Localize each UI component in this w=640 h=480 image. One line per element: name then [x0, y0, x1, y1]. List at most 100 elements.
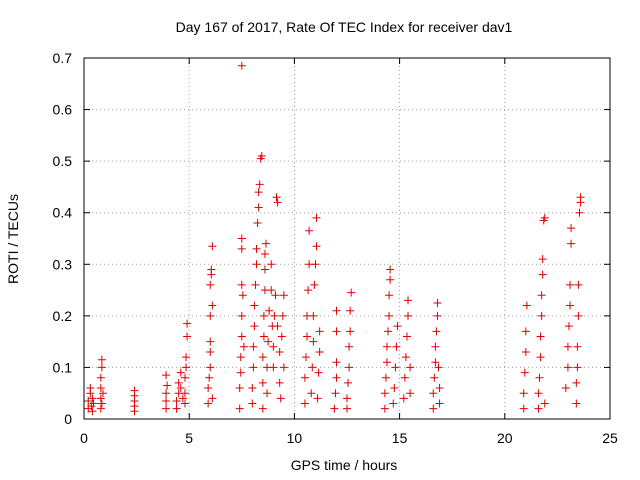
data-point — [261, 239, 270, 248]
data-point — [431, 342, 440, 351]
data-point — [314, 368, 323, 377]
data-point — [563, 342, 572, 351]
data-point — [253, 219, 262, 228]
data-point — [540, 399, 549, 408]
data-point — [400, 373, 409, 382]
x-tick-label: 0 — [80, 430, 88, 446]
data-point — [237, 311, 246, 320]
data-point — [404, 311, 413, 320]
data-point — [331, 389, 340, 398]
data-point — [183, 319, 192, 328]
data-point — [538, 270, 547, 279]
data-point — [180, 373, 189, 382]
data-point — [574, 311, 583, 320]
data-point — [248, 399, 257, 408]
data-point — [537, 291, 546, 300]
data-point — [237, 61, 246, 70]
data-point — [345, 363, 354, 372]
data-point — [278, 311, 287, 320]
data-point — [273, 198, 282, 207]
data-point — [259, 332, 268, 341]
data-point — [522, 301, 531, 310]
data-point — [252, 244, 261, 253]
data-point — [236, 353, 245, 362]
data-point — [254, 203, 263, 212]
data-point — [566, 301, 575, 310]
data-point — [98, 389, 107, 398]
x-axis-title: GPS time / hours — [291, 457, 398, 473]
data-point — [237, 280, 246, 289]
y-axis-title: ROTI / TECUs — [5, 194, 21, 284]
data-point — [265, 306, 274, 315]
data-point — [237, 244, 246, 253]
data-point — [386, 275, 395, 284]
data-point — [180, 399, 189, 408]
data-point — [277, 332, 286, 341]
data-point — [386, 265, 395, 274]
data-point — [97, 399, 106, 408]
data-point — [429, 404, 438, 413]
data-point — [380, 389, 389, 398]
data-point — [235, 384, 244, 393]
data-point — [301, 353, 310, 362]
data-point — [391, 363, 400, 372]
data-point — [393, 322, 402, 331]
data-point — [346, 327, 355, 336]
data-point — [430, 373, 439, 382]
data-point — [315, 327, 324, 336]
data-point — [343, 394, 351, 403]
data-point — [208, 301, 217, 310]
data-point — [204, 384, 213, 393]
data-point — [206, 280, 215, 289]
ticks: 0 5 10 15 20 25 0 0.1 0.2 0.3 0.4 0.5 0.6 0.7 — [53, 50, 618, 446]
data-point — [534, 389, 543, 398]
data-point — [84, 396, 93, 405]
data-point — [563, 363, 572, 372]
data-point — [389, 399, 398, 408]
data-point — [538, 255, 547, 264]
data-point — [270, 311, 279, 320]
x-tick-label: 25 — [602, 430, 618, 446]
data-point — [88, 394, 97, 403]
data-point — [384, 327, 393, 336]
data-point — [259, 311, 268, 320]
data-point — [399, 394, 408, 403]
plot-frame — [83, 57, 611, 420]
data-point — [572, 378, 581, 387]
data-point — [255, 180, 264, 189]
data-point — [206, 347, 215, 356]
y-tick-label: 0.3 — [53, 256, 73, 272]
data-point — [88, 407, 97, 416]
data-point — [176, 368, 185, 377]
data-point — [263, 389, 272, 398]
data-point — [182, 353, 191, 362]
data-point — [251, 280, 260, 289]
data-point — [521, 327, 530, 336]
data-point — [271, 291, 280, 300]
data-point — [573, 342, 582, 351]
data-point — [300, 373, 309, 382]
data-point — [97, 355, 106, 364]
data-point — [385, 291, 394, 300]
data-point — [273, 322, 282, 331]
data-point — [96, 404, 105, 413]
data-point — [267, 260, 276, 269]
x-tick-label: 15 — [392, 430, 408, 446]
x-tick-label: 20 — [497, 430, 513, 446]
data-point — [269, 342, 278, 351]
data-point — [310, 280, 319, 289]
data-point — [162, 371, 171, 380]
y-tick-label: 0.1 — [53, 359, 73, 375]
data-point — [564, 322, 573, 331]
data-point — [238, 291, 247, 300]
chart-title: Day 167 of 2017, Rate Of TEC Index for r… — [176, 19, 513, 35]
data-point — [390, 384, 399, 393]
data-point — [257, 151, 266, 160]
data-point — [162, 404, 171, 413]
data-point — [96, 384, 105, 393]
data-point — [406, 363, 415, 372]
data-point — [313, 394, 322, 403]
data-point — [174, 378, 183, 387]
data-point — [272, 193, 281, 202]
